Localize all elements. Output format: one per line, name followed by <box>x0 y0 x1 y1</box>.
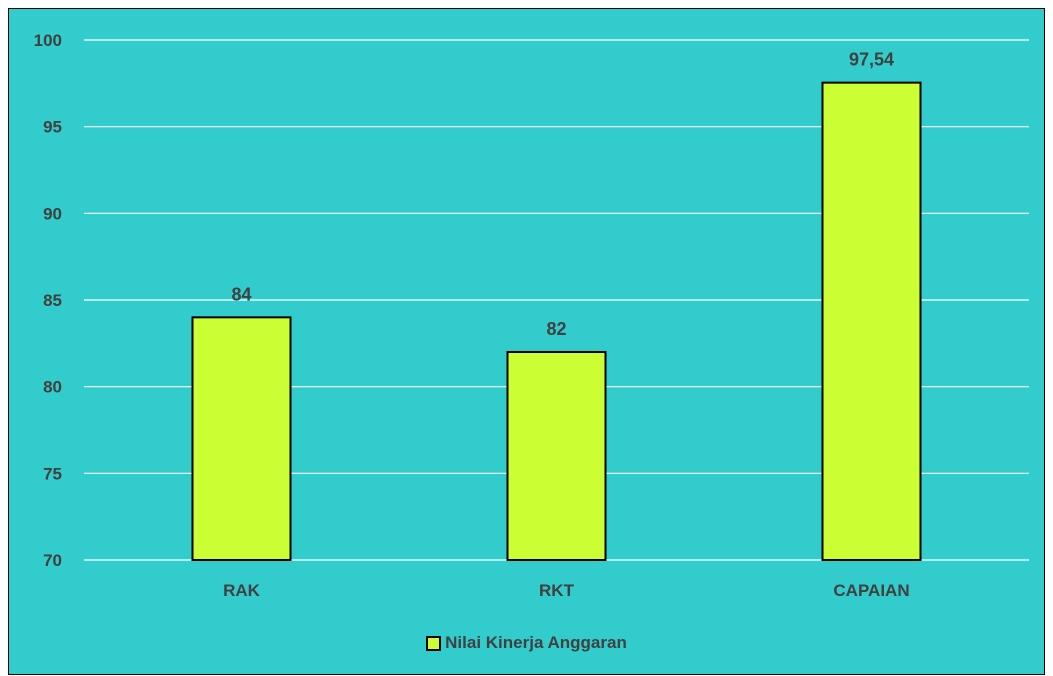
x-category-label: RKT <box>539 581 575 600</box>
data-label: 82 <box>546 319 566 339</box>
y-tick-label: 70 <box>43 551 62 570</box>
x-category-label: RAK <box>223 581 261 600</box>
y-tick-label: 80 <box>43 378 62 397</box>
y-tick-label: 90 <box>43 204 62 223</box>
y-tick-label: 95 <box>43 118 62 137</box>
y-tick-label: 85 <box>43 291 62 310</box>
chart-area: 70 75 80 85 90 95 100 84 82 97,54 RAK RKT CAPAIAN … <box>8 8 1045 675</box>
data-label: 97,54 <box>849 50 894 70</box>
y-tick-label: 75 <box>43 464 62 483</box>
data-label: 84 <box>231 284 251 304</box>
legend-label: Nilai Kinerja Anggaran <box>445 633 627 652</box>
bar-capaian <box>821 81 922 561</box>
bar-chart: 70 75 80 85 90 95 100 84 82 97,54 RAK RKT CAPAIAN <box>34 31 1029 600</box>
bar-rkt <box>506 351 607 561</box>
y-tick-label: 100 <box>34 31 62 50</box>
legend: Nilai Kinerja Anggaran <box>9 633 1044 653</box>
legend-swatch <box>426 635 442 651</box>
bar-rak <box>191 316 292 562</box>
x-category-label: CAPAIAN <box>833 581 909 600</box>
